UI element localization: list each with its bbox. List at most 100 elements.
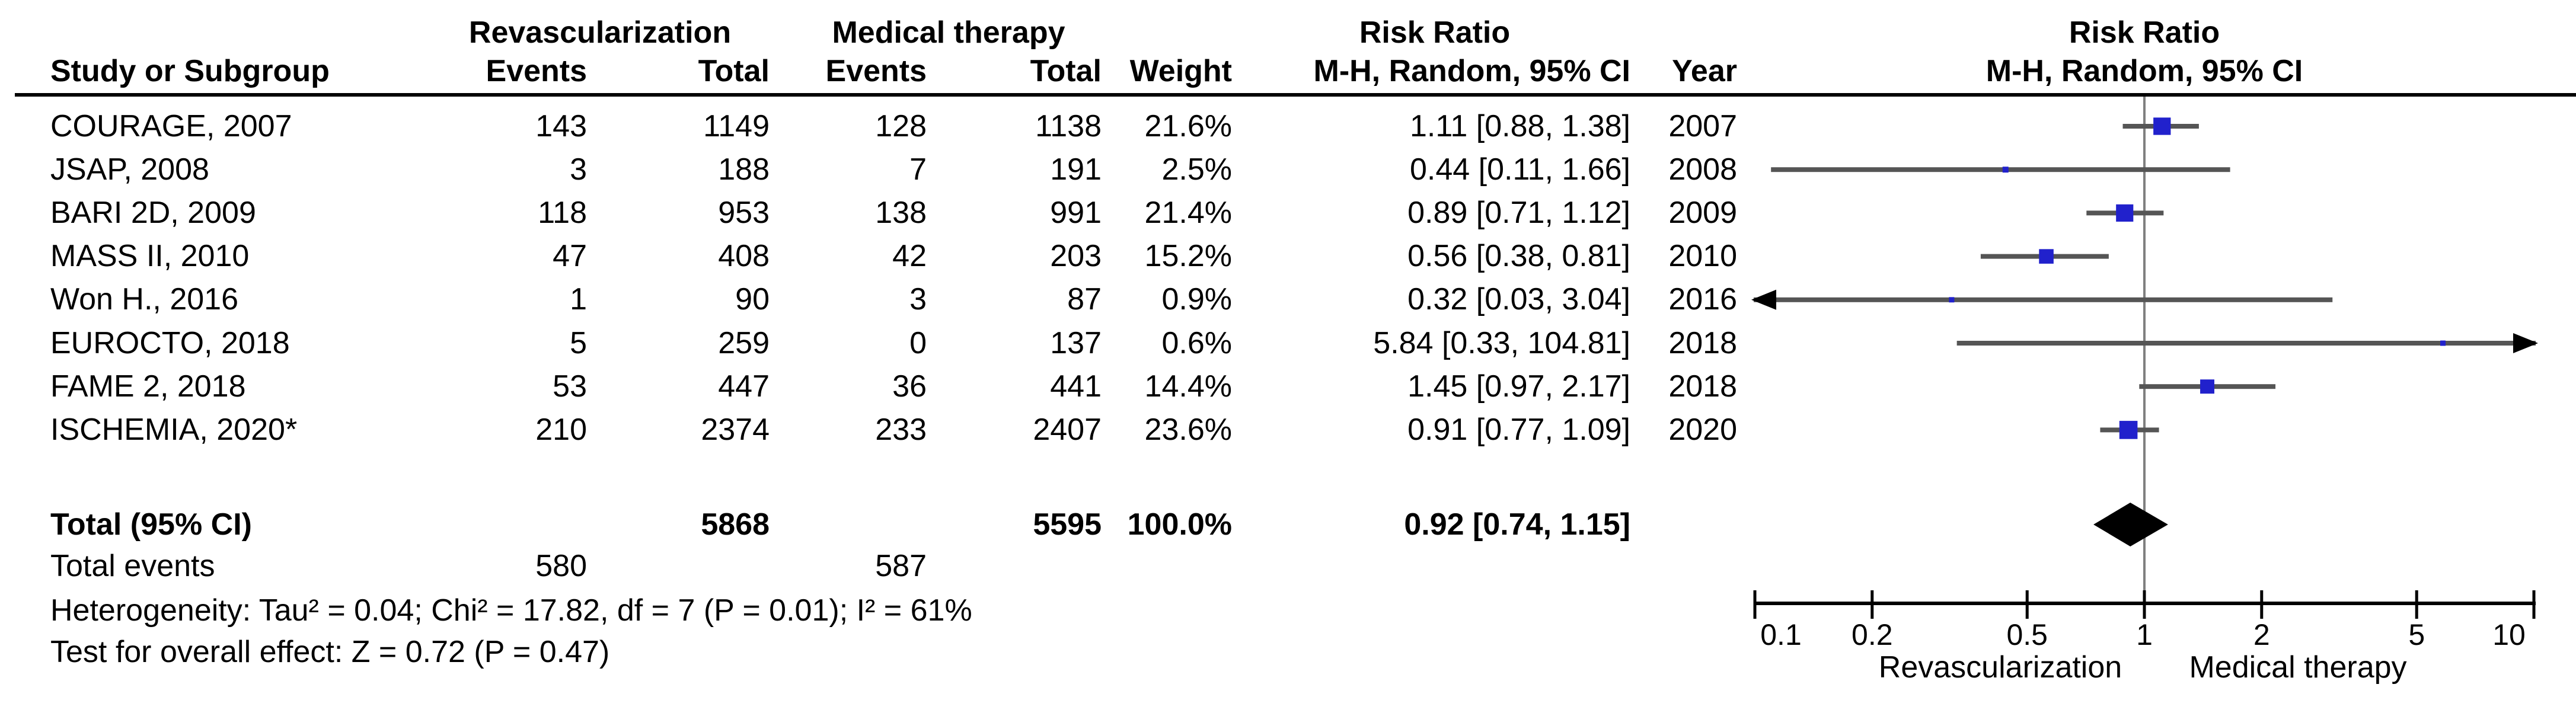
revasc-total: 188 (718, 152, 770, 187)
medical-total: 441 (1050, 369, 1102, 404)
ci-line (1754, 297, 2333, 302)
axis-tick (2143, 590, 2146, 619)
total-row-total2: 5595 (1033, 507, 1102, 542)
risk-ratio-ci-text: 1.45 [0.97, 2.17] (1407, 369, 1630, 404)
revasc-total: 90 (735, 282, 770, 316)
study-name: JSAP, 2008 (50, 152, 209, 187)
study-name: BARI 2D, 2009 (50, 196, 256, 230)
rr-marker (2002, 167, 2009, 173)
risk-ratio-ci-text: 1.11 [0.88, 1.38] (1410, 109, 1630, 143)
rr-marker (2116, 204, 2134, 222)
study-name: ISCHEMIA, 2020* (50, 413, 298, 447)
revasc-total: 2374 (701, 413, 770, 447)
total-events-1: 580 (535, 549, 587, 583)
year-value: 2010 (1668, 239, 1737, 273)
axis-tick-label: 5 (2408, 618, 2425, 651)
medical-events: 42 (892, 239, 927, 273)
revasc-events: 47 (553, 239, 587, 273)
col-header-year: Year (1672, 54, 1737, 88)
axis-tick (2532, 590, 2536, 619)
col-header-total-medical: Total (1030, 54, 1102, 88)
weight-value: 23.6% (1144, 413, 1232, 447)
ci-line (1956, 341, 2536, 346)
col-header-study: Study or Subgroup (50, 54, 330, 88)
weight-value: 0.6% (1161, 326, 1232, 360)
ci-arrow-left-icon (1751, 289, 1776, 310)
revasc-events: 210 (535, 413, 587, 447)
medical-total: 2407 (1033, 413, 1102, 447)
risk-ratio-ci-text: 0.32 [0.03, 3.04] (1407, 282, 1630, 316)
axis-tick-label: 0.2 (1852, 618, 1893, 651)
col-header-method-ci: M-H, Random, 95% CI (1313, 54, 1631, 88)
axis-tick-label: 10 (2492, 618, 2526, 651)
weight-value: 21.6% (1144, 109, 1232, 143)
ci-line (1771, 167, 2230, 172)
header-rule (15, 93, 2576, 97)
revasc-total: 1149 (703, 109, 770, 143)
revasc-events: 1 (570, 282, 587, 316)
col-header-weight: Weight (1129, 54, 1232, 88)
medical-total: 991 (1050, 196, 1102, 230)
rr-marker (2200, 379, 2214, 394)
col-header-events-revasc: Events (486, 54, 587, 88)
total-events-2: 587 (875, 549, 927, 583)
total-row-weight: 100.0% (1127, 507, 1232, 542)
rr-marker (2039, 249, 2054, 264)
rr-marker (2119, 421, 2138, 439)
axis-tick-label: 0.5 (2006, 618, 2048, 651)
revasc-total: 408 (718, 239, 770, 273)
weight-value: 14.4% (1144, 369, 1232, 404)
revasc-events: 143 (535, 109, 587, 143)
revasc-total: 447 (718, 369, 770, 404)
medical-events: 138 (875, 196, 927, 230)
axis-tick (2025, 590, 2029, 619)
weight-value: 15.2% (1144, 239, 1232, 273)
study-name: Won H., 2016 (50, 282, 239, 316)
risk-ratio-ci-text: 0.56 [0.38, 0.81] (1407, 239, 1630, 273)
revasc-events: 3 (570, 152, 587, 187)
risk-ratio-ci-text: 0.89 [0.71, 1.12] (1407, 196, 1630, 230)
medical-events: 233 (875, 413, 927, 447)
study-name: MASS II, 2010 (50, 239, 250, 273)
ref-line (2143, 97, 2146, 607)
risk-ratio-ci-text: 0.44 [0.11, 1.66] (1410, 152, 1630, 187)
revasc-total: 259 (718, 326, 770, 360)
favours-medical-therapy-label: Medical therapy (2189, 650, 2407, 685)
study-name: COURAGE, 2007 (50, 109, 292, 143)
ci-arrow-right-icon (2513, 333, 2538, 353)
overall-effect-note: Test for overall effect: Z = 0.72 (P = 0… (50, 635, 610, 669)
revasc-events: 53 (553, 369, 587, 404)
medical-total: 1138 (1035, 109, 1102, 143)
rr-marker (2440, 340, 2446, 346)
year-value: 2018 (1668, 369, 1737, 404)
weight-value: 2.5% (1161, 152, 1232, 187)
year-value: 2008 (1668, 152, 1737, 187)
col-group-revascularization: Revascularization (468, 15, 732, 50)
total-row-label: Total (95% CI) (50, 507, 252, 542)
axis-tick (1753, 590, 1757, 619)
total-row-total1: 5868 (701, 507, 770, 542)
weight-value: 0.9% (1161, 282, 1232, 316)
risk-ratio-ci-text: 5.84 [0.33, 104.81] (1373, 326, 1630, 360)
medical-total: 191 (1050, 152, 1102, 187)
medical-total: 87 (1067, 282, 1102, 316)
favours-revascularization-label: Revascularization (1878, 650, 2122, 685)
year-value: 2016 (1668, 282, 1737, 316)
revasc-events: 5 (570, 326, 587, 360)
rr-marker (2153, 117, 2171, 135)
weight-value: 21.4% (1144, 196, 1232, 230)
medical-total: 203 (1050, 239, 1102, 273)
study-name: FAME 2, 2018 (50, 369, 246, 404)
col-header-total-revasc: Total (698, 54, 770, 88)
axis-tick-label: 2 (2253, 618, 2270, 651)
year-value: 2020 (1668, 413, 1737, 447)
axis-tick-label: 1 (2136, 618, 2153, 651)
heterogeneity-note: Heterogeneity: Tau² = 0.04; Chi² = 17.82… (50, 593, 972, 628)
medical-events: 0 (909, 326, 927, 360)
summary-diamond (2093, 503, 2168, 546)
col-group-risk-ratio: Risk Ratio (1359, 15, 1511, 50)
axis-tick (2415, 590, 2418, 619)
medical-events: 3 (909, 282, 927, 316)
